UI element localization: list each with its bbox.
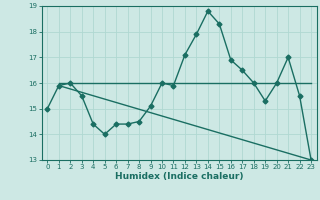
X-axis label: Humidex (Indice chaleur): Humidex (Indice chaleur) [115,172,244,181]
